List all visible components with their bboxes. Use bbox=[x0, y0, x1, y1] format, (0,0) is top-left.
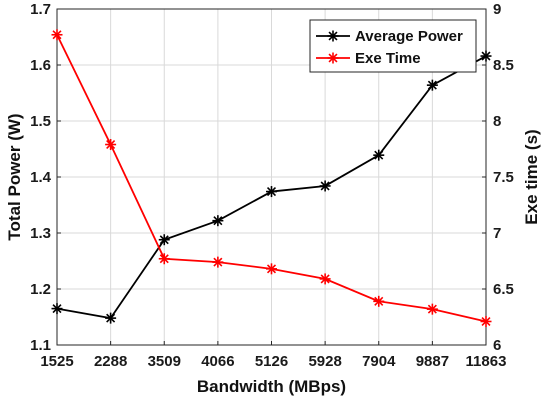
y-tick-label: 1.5 bbox=[30, 113, 51, 130]
x-axis-title: Bandwidth (MBps) bbox=[197, 377, 346, 396]
x-tick-label: 3509 bbox=[148, 353, 181, 370]
exe-time-legend-label: Exe Time bbox=[355, 50, 421, 67]
legend: Average Power Exe Time bbox=[309, 19, 477, 73]
y2-tick-label: 9 bbox=[493, 1, 501, 18]
exe-time-point bbox=[266, 263, 277, 275]
exe-time-point bbox=[105, 139, 117, 151]
exe-time-point bbox=[319, 273, 331, 285]
y2-tick-label: 8.5 bbox=[493, 57, 514, 74]
exe-time-point bbox=[158, 253, 170, 265]
x-tick-label: 11863 bbox=[466, 353, 507, 370]
average-power-point bbox=[319, 180, 331, 192]
exe-time-point bbox=[426, 303, 438, 315]
tick-labels: 1525 2288 3509 4066 5126 5928 7904 9887 11863 1.1… bbox=[30, 1, 514, 370]
exe-time-point bbox=[480, 315, 492, 327]
y-tick-label: 1.4 bbox=[30, 169, 52, 186]
average-power-legend-marker bbox=[327, 30, 339, 42]
legend-box bbox=[309, 19, 477, 73]
x-tick-label: 5928 bbox=[308, 353, 341, 370]
y2-axis-title: Exe time (s) bbox=[522, 129, 541, 224]
exe-time-legend-marker bbox=[327, 52, 339, 64]
y2-tick-label: 7 bbox=[493, 225, 501, 242]
grid bbox=[57, 9, 486, 345]
average-power-point bbox=[212, 215, 224, 227]
y2-tick-label: 6.5 bbox=[493, 281, 514, 298]
y-tick-label: 1.7 bbox=[30, 1, 51, 18]
average-power-point bbox=[426, 79, 438, 91]
x-tick-label: 9887 bbox=[416, 353, 449, 370]
average-power-legend-label: Average Power bbox=[355, 28, 463, 45]
series bbox=[51, 29, 492, 327]
average-power-point bbox=[105, 312, 117, 324]
y-axis-title: Total Power (W) bbox=[5, 113, 24, 240]
average-power-point bbox=[266, 186, 277, 198]
x-tick-label: 7904 bbox=[362, 353, 396, 370]
average-power-point bbox=[480, 50, 492, 62]
average-power-point bbox=[51, 303, 63, 315]
y2-tick-label: 8 bbox=[493, 113, 501, 130]
average-power-point bbox=[158, 234, 170, 246]
x-tick-label: 4066 bbox=[201, 353, 234, 370]
average-power-point bbox=[373, 149, 385, 161]
y-tick-label: 1.1 bbox=[30, 337, 51, 354]
y-tick-label: 1.3 bbox=[30, 225, 51, 242]
exe-time-point bbox=[51, 29, 63, 41]
y-tick-label: 1.6 bbox=[30, 57, 51, 74]
y2-tick-label: 7.5 bbox=[493, 169, 514, 186]
x-tick-label: 5126 bbox=[255, 353, 288, 370]
exe-time-point bbox=[373, 295, 385, 307]
y2-tick-label: 6 bbox=[493, 337, 501, 354]
exe-time-point bbox=[212, 256, 224, 268]
x-tick-label: 2288 bbox=[94, 353, 127, 370]
x-tick-label: 1525 bbox=[40, 353, 73, 370]
y-tick-label: 1.2 bbox=[30, 281, 51, 298]
